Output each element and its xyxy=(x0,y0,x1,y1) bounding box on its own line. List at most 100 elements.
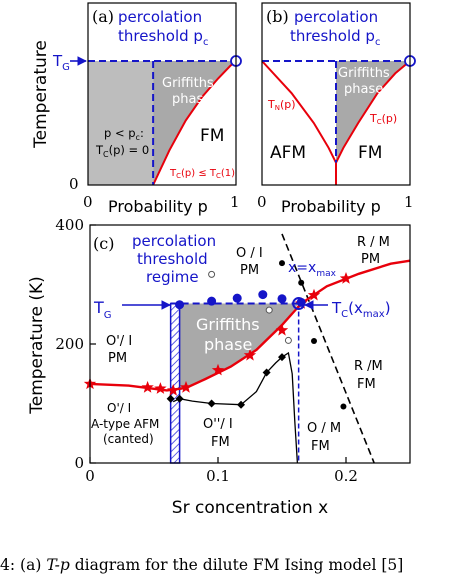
panel-c-tg-label: TG xyxy=(93,298,112,321)
panel-a-curve-label: TC(p) ≤ TC(1) xyxy=(169,168,235,180)
panel-c-marker-star-3 xyxy=(167,383,180,396)
caption-emph: T-p xyxy=(46,556,70,574)
panel-c-marker-diamond-0 xyxy=(166,394,175,403)
panel-a-griffiths-text-1: Griffiths xyxy=(162,76,214,91)
panel-c-marker-star-1 xyxy=(141,380,154,393)
panel-c-percolation-regime xyxy=(169,302,181,464)
panel-c-marker-circle-0 xyxy=(175,300,185,310)
panel-c: 0 0.1 0.2 0 200 400 (c) percolation threshold… xyxy=(27,216,411,518)
panel-c-rm-pm-2: PM xyxy=(361,252,380,267)
figure-caption: 4: (a) T-p diagram for the dilute FM Isi… xyxy=(0,556,474,583)
panel-a-label: (a) xyxy=(92,7,114,26)
panel-c-afm-1: O'/ I xyxy=(107,401,131,415)
panel-b-afm-label: AFM xyxy=(270,143,306,163)
panel-a-x-tick-0: 0 xyxy=(83,193,93,211)
panel-c-opm-1: O / I xyxy=(236,246,263,261)
panel-c-griffiths-region xyxy=(179,303,299,391)
panel-c-marker-circle-3 xyxy=(258,290,268,300)
caption-prefix: 4: xyxy=(0,556,16,574)
panel-a-griffiths-text-2: phase xyxy=(172,92,211,107)
panel-c-rm-fm-1: R /M xyxy=(354,359,383,374)
panel-a-frame xyxy=(87,2,237,186)
panel-b: (b) percolation threshold pc Griffiths p… xyxy=(257,2,416,216)
panel-c-x-tick-label-1: 0.1 xyxy=(206,467,230,485)
panel-c-marker-star-5 xyxy=(211,363,225,376)
panel-a-griffiths-region xyxy=(153,61,236,185)
panel-c-regime-text-2: threshold xyxy=(137,250,208,268)
panel-b-tn-curve xyxy=(261,60,337,164)
panel-c-marker-star-4 xyxy=(179,380,193,393)
panel-c-marker-dot-2 xyxy=(311,338,317,345)
panel-c-y-label: Temperature (K) xyxy=(27,276,47,415)
panel-c-regime-text-1: percolation xyxy=(132,232,216,250)
panel-c-x-label: Sr concentration x xyxy=(172,498,328,518)
panel-c-red-tc-line xyxy=(89,259,411,392)
panel-b-griffiths-text-2: phase xyxy=(344,82,383,97)
panel-c-x-tick-label-2: 0.2 xyxy=(334,467,358,485)
panel-c-marker-dot-1 xyxy=(298,279,305,286)
panel-b-label: (b) xyxy=(266,7,289,26)
panel-a-condition-2: TC(p) = 0 xyxy=(95,143,149,159)
panel-c-xmax-label: x=xmax xyxy=(288,260,337,279)
panel-c-afm-3: (canted) xyxy=(103,432,154,446)
panel-c-o2-pm-1: O'/ I xyxy=(106,334,132,349)
panel-c-marker-diamond-3 xyxy=(237,400,246,409)
panel-c-griffiths-text-1: Griffiths xyxy=(196,315,260,334)
panel-c-om-fm-2: FM xyxy=(311,439,330,454)
panel-c-marker-open-circle-0 xyxy=(208,270,216,278)
panel-b-x-tick-0: 0 xyxy=(257,193,267,211)
panel-c-marker-circle-2 xyxy=(232,293,242,303)
panel-c-y-tick-label-2: 400 xyxy=(55,216,84,234)
panel-c-afm-2: A-type AFM xyxy=(91,417,159,431)
panel-a-condition-1: p < pc: xyxy=(104,126,144,142)
panel-c-label: (c) xyxy=(93,234,114,253)
panel-c-marker-diamond-5 xyxy=(278,353,286,362)
panel-c-o3-fm-2: FM xyxy=(211,435,230,450)
panel-b-percolation-text: percolation xyxy=(294,8,378,26)
panel-b-fm-label: FM xyxy=(358,143,382,163)
panel-b-griffiths-region xyxy=(336,61,410,163)
caption-panel-label: (a) xyxy=(20,556,42,574)
panel-b-griffiths-text-1: Griffiths xyxy=(338,66,390,81)
panel-c-y-tick-label-0: 0 xyxy=(74,454,84,472)
panel-a-fm-label: FM xyxy=(200,126,224,146)
panel-b-threshold-text: threshold pc xyxy=(290,27,380,48)
panel-c-marker-diamond-2 xyxy=(207,399,216,408)
panel-a-x-label: Probability p xyxy=(108,197,208,216)
panel-c-marker-dot-0 xyxy=(279,260,285,267)
panel-c-marker-star-7 xyxy=(275,323,289,336)
panel-c-marker-open-circle-1 xyxy=(265,306,273,314)
panel-c-marker-circle-1 xyxy=(207,296,217,306)
panel-c-marker-star-6 xyxy=(243,348,257,361)
caption-text: diagram for the dilute FM Ising model [5… xyxy=(74,556,404,574)
panel-c-marker-star-10 xyxy=(339,272,353,284)
phase-diagram-figure: (a) percolation threshold pc TG Griffith… xyxy=(27,2,416,518)
panel-c-regime-text-3: regime xyxy=(146,268,199,286)
panel-c-y-tick-label-1: 200 xyxy=(55,335,84,353)
panel-b-x-tick-1: 1 xyxy=(404,193,414,211)
panel-c-om-fm-1: O / M xyxy=(307,421,341,436)
panel-b-tn-label: TN(p) xyxy=(267,98,296,112)
panel-c-structural-boundary xyxy=(281,233,375,464)
panel-c-o3-fm-1: O''/ I xyxy=(203,417,233,432)
panel-a-y-label: Temperature xyxy=(31,40,51,149)
panel-c-marker-dot-3 xyxy=(340,403,347,410)
panel-c-marker-star-2 xyxy=(154,382,167,394)
panel-a-disordered-region xyxy=(88,61,154,185)
panel-a-y-tick-0: 0 xyxy=(69,175,79,193)
panel-c-ticks: 0 0.1 0.2 0 200 400 xyxy=(55,216,358,485)
panel-c-tcx-label: TC(xmax) xyxy=(331,299,391,320)
panel-c-marker-open-circle-2 xyxy=(284,336,292,344)
panel-a-threshold-text: threshold pc xyxy=(118,27,208,48)
panel-c-griffiths-text-2: phase xyxy=(204,335,252,354)
panel-c-rm-pm-1: R / M xyxy=(357,235,390,250)
panel-a-percolation-text: percolation xyxy=(118,8,202,26)
panel-c-marker-diamond-1 xyxy=(175,394,184,403)
panel-c-o2-pm-2: PM xyxy=(108,351,127,366)
panel-a-tc-curve xyxy=(152,60,237,186)
panel-b-tc-curve xyxy=(335,60,411,164)
panel-c-opm-2: PM xyxy=(240,263,259,278)
panel-a: (a) percolation threshold pc TG Griffith… xyxy=(31,2,242,216)
panel-b-frame xyxy=(261,2,411,186)
panel-c-x-tick-label-0: 0 xyxy=(85,467,95,485)
